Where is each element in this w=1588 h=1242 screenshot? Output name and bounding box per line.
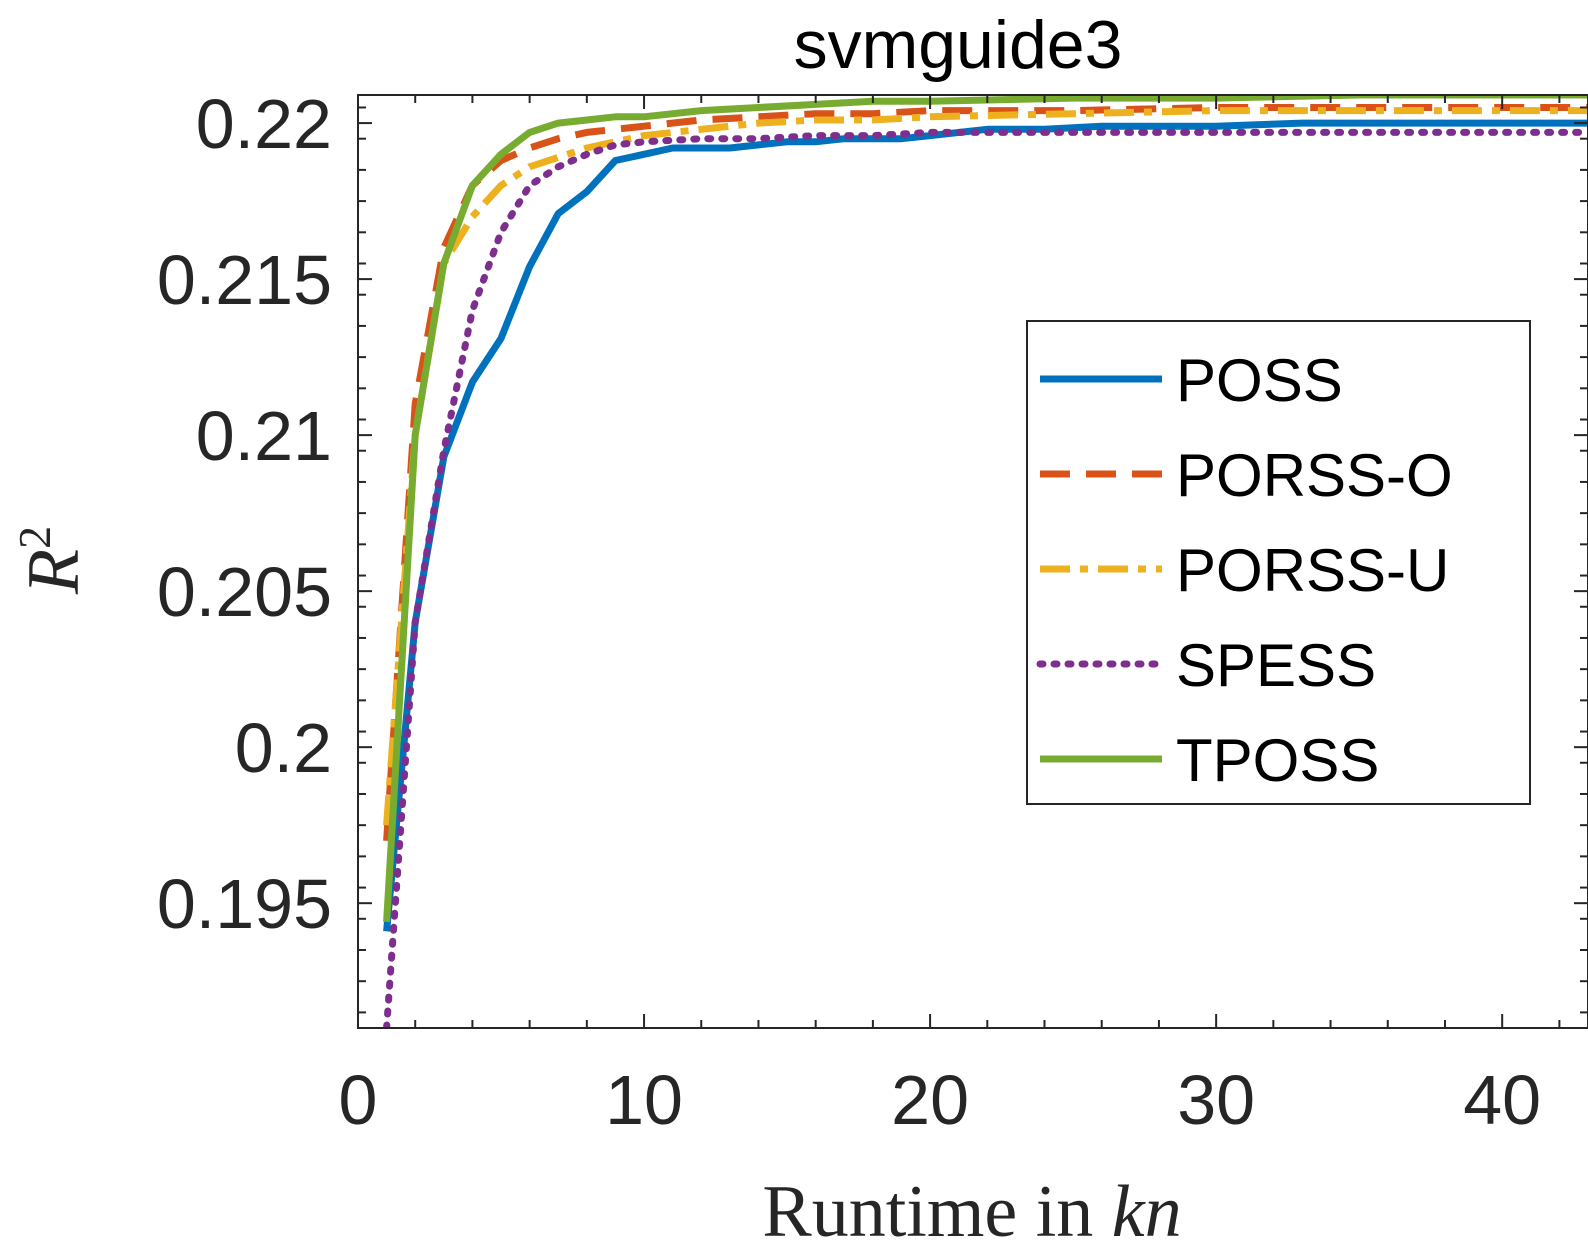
y-axis-label-sup: 2 bbox=[9, 526, 60, 549]
legend-label-poss: POSS bbox=[1176, 347, 1343, 414]
y-axis-label-group: R2 bbox=[9, 526, 95, 595]
legend-label-porss-u: PORSS-U bbox=[1176, 537, 1449, 604]
y-tick-label: 0.195 bbox=[157, 865, 332, 943]
x-axis-label-plain: Runtime in bbox=[762, 1171, 1111, 1242]
x-axis-label: Runtime in kn bbox=[762, 1171, 1181, 1242]
legend-label-tposs: TPOSS bbox=[1176, 727, 1379, 794]
legend-entries: POSS PORSS-O PORSS-U SPESS TPOSS bbox=[1036, 347, 1453, 794]
legend-label-spess: SPESS bbox=[1176, 632, 1376, 699]
x-axis-label-italic: kn bbox=[1112, 1171, 1182, 1242]
x-tick-label: 20 bbox=[891, 1061, 969, 1139]
y-axis-label-base: R bbox=[13, 549, 95, 595]
y-tick-label: 0.21 bbox=[196, 397, 332, 475]
ticks-layer: 0 10 20 30 40 0.195 0.2 0.205 0.21 0.215 0.22 bbox=[157, 85, 1588, 1139]
x-tick-label: 30 bbox=[1177, 1061, 1255, 1139]
legend-label-porss-o: PORSS-O bbox=[1176, 442, 1453, 509]
series-line-poss bbox=[383, 119, 1588, 932]
legend: POSS PORSS-O PORSS-U SPESS TPOSS bbox=[1026, 320, 1531, 805]
chart-title: svmguide3 bbox=[794, 7, 1123, 83]
x-tick-label: 40 bbox=[1463, 1061, 1541, 1139]
y-tick-label: 0.215 bbox=[157, 241, 332, 319]
y-tick-label: 0.205 bbox=[157, 553, 332, 631]
series-line-porss-u bbox=[383, 107, 1588, 826]
x-tick-label: 0 bbox=[339, 1061, 378, 1139]
y-tick-label: 0.2 bbox=[235, 709, 332, 787]
y-axis-label: R2 bbox=[9, 526, 95, 595]
series-line-tposs bbox=[383, 95, 1588, 923]
y-tick-label: 0.22 bbox=[196, 85, 332, 163]
series-layer bbox=[383, 95, 1588, 1028]
plot-frame bbox=[357, 94, 1588, 1029]
x-tick-label: 10 bbox=[605, 1061, 683, 1139]
legend-box bbox=[1026, 320, 1531, 805]
